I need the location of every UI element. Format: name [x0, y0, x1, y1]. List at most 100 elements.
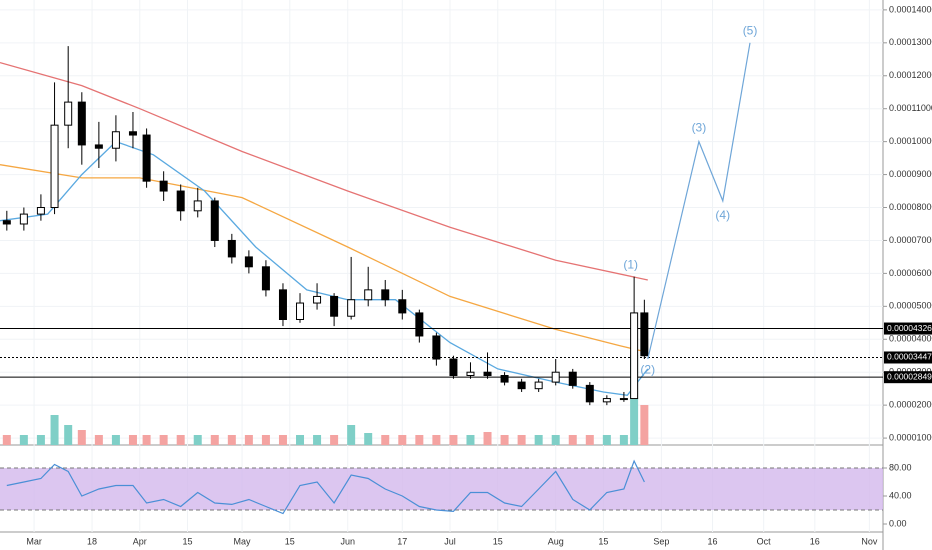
candle-body — [2, 220, 11, 225]
candle-body — [517, 381, 526, 390]
volume-bar — [500, 435, 509, 445]
volume-bar — [176, 435, 185, 445]
candle-body — [619, 398, 628, 401]
candle-body — [415, 312, 424, 337]
candle-body — [602, 398, 611, 403]
wave-label: (1) — [623, 257, 638, 271]
price-label: 0.00004326 — [887, 323, 932, 333]
volume-bar — [111, 435, 120, 445]
x-tick-label: Jul — [444, 536, 456, 546]
candle-body — [278, 289, 287, 321]
candle-body — [36, 207, 45, 215]
volume-bar — [483, 432, 492, 445]
volume-bar — [64, 425, 73, 445]
volume-bar — [630, 355, 639, 445]
volume-bar — [210, 435, 219, 445]
volume-bar — [50, 415, 59, 445]
price-label: 0.00002849 — [887, 371, 932, 381]
volume-bar — [466, 435, 475, 445]
x-tick-label: Oct — [757, 536, 772, 546]
y-tick-label: 0.00008000 — [889, 202, 932, 212]
x-tick-label: Nov — [861, 536, 878, 546]
rsi-band — [0, 467, 883, 511]
volume-bar — [128, 435, 137, 445]
y-tick-label: 0.00001000 — [889, 432, 932, 442]
volume-bar — [364, 433, 373, 445]
candle-body — [261, 266, 270, 291]
y-tick-label: 0.00005000 — [889, 301, 932, 311]
volume-bar — [142, 435, 151, 445]
wave-label: (4) — [715, 208, 730, 222]
moving-average — [0, 164, 648, 354]
x-tick-label: 16 — [708, 536, 718, 546]
wave-label: (3) — [692, 121, 707, 135]
volume-bar — [244, 435, 253, 445]
volume-bar — [296, 435, 305, 445]
candle-body — [534, 381, 543, 390]
volume-bar — [381, 435, 390, 445]
volume-bar — [568, 435, 577, 445]
price-label-box — [884, 322, 932, 335]
candle-body — [77, 101, 86, 146]
price-label-box — [884, 371, 932, 384]
volume-bar — [347, 425, 356, 445]
candle-body — [330, 295, 339, 317]
candle-body — [64, 101, 73, 126]
moving-average — [0, 61, 648, 281]
x-tick-label: Sep — [653, 536, 669, 546]
volume-bar — [94, 435, 103, 445]
x-tick-label: 18 — [87, 536, 97, 546]
volume-bar — [517, 435, 526, 445]
volume-bar — [619, 435, 628, 445]
candle-body — [142, 134, 151, 182]
x-tick-label: Mar — [26, 536, 42, 546]
candle-body — [640, 312, 649, 357]
x-tick-label: 16 — [810, 536, 820, 546]
y-tick-label: 0.00011000 — [889, 103, 932, 113]
candle-body — [568, 371, 577, 386]
x-tick-label: Jun — [340, 536, 355, 546]
x-tick-label: Apr — [133, 536, 147, 546]
candle-body — [432, 335, 441, 360]
volume-bar — [261, 435, 270, 445]
candle-body — [244, 256, 253, 268]
x-tick-label: 15 — [493, 536, 503, 546]
volume-bar — [77, 430, 86, 445]
candle-body — [227, 239, 236, 258]
volume-bar — [602, 435, 611, 445]
y-tick-label: 0.00012000 — [889, 70, 932, 80]
volume-bar — [640, 405, 649, 445]
candle-body — [483, 371, 492, 376]
y-tick-label: 0.00002000 — [889, 400, 932, 410]
candle-body — [210, 200, 219, 241]
candle-body — [500, 374, 509, 383]
volume-bar — [449, 435, 458, 445]
candle-body — [585, 384, 594, 403]
volume-bar — [36, 435, 45, 445]
rsi-tick-label: 80.00 — [889, 462, 912, 472]
candle-body — [111, 131, 120, 149]
x-tick-label: 15 — [285, 536, 295, 546]
candle-body — [347, 299, 356, 317]
x-tick-label: May — [234, 536, 252, 546]
price-label-box — [884, 351, 932, 364]
candle-body — [630, 312, 639, 400]
volume-bar — [19, 435, 28, 445]
candle-body — [193, 200, 202, 212]
y-tick-label: 0.00004000 — [889, 334, 932, 344]
y-tick-label: 0.00014000 — [889, 4, 932, 14]
candle-body — [381, 289, 390, 301]
price-label: 0.00003447 — [887, 352, 932, 362]
rsi-tick-label: 40.00 — [889, 490, 912, 500]
candle-body — [128, 131, 137, 136]
y-tick-label: 0.00010000 — [889, 136, 932, 146]
volume-bar — [551, 435, 560, 445]
volume-bar — [159, 435, 168, 445]
y-tick-label: 0.00007000 — [889, 235, 932, 245]
volume-bar — [415, 435, 424, 445]
volume-bar — [193, 435, 202, 445]
volume-bar — [227, 435, 236, 445]
y-tick-label: 0.00009000 — [889, 169, 932, 179]
volume-bar — [2, 435, 11, 445]
